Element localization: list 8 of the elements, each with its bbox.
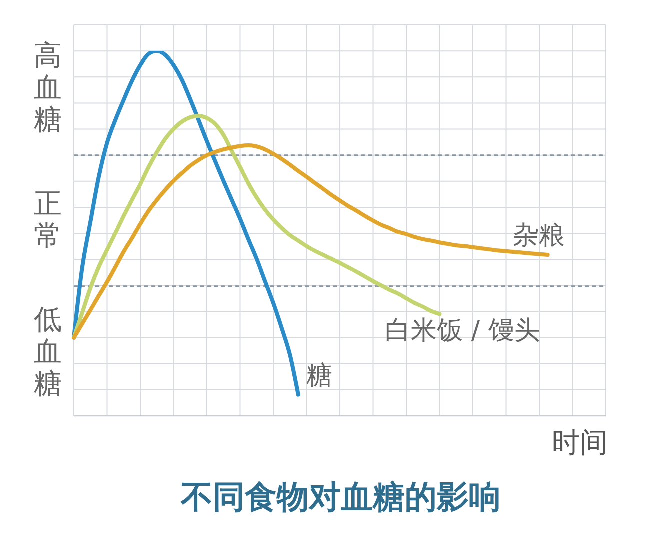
series-label: 白米饭 / 馒头 <box>385 316 540 346</box>
text: 低血糖 <box>33 303 63 400</box>
text: 高血糖 <box>33 39 63 136</box>
series-label: 糖 <box>306 360 332 391</box>
text: 不同食物对血糖的影响 <box>180 478 502 516</box>
x-axis-title: 时间 <box>551 426 608 459</box>
series-label: 杂粮 <box>512 221 565 252</box>
text: 正常 <box>33 187 63 252</box>
